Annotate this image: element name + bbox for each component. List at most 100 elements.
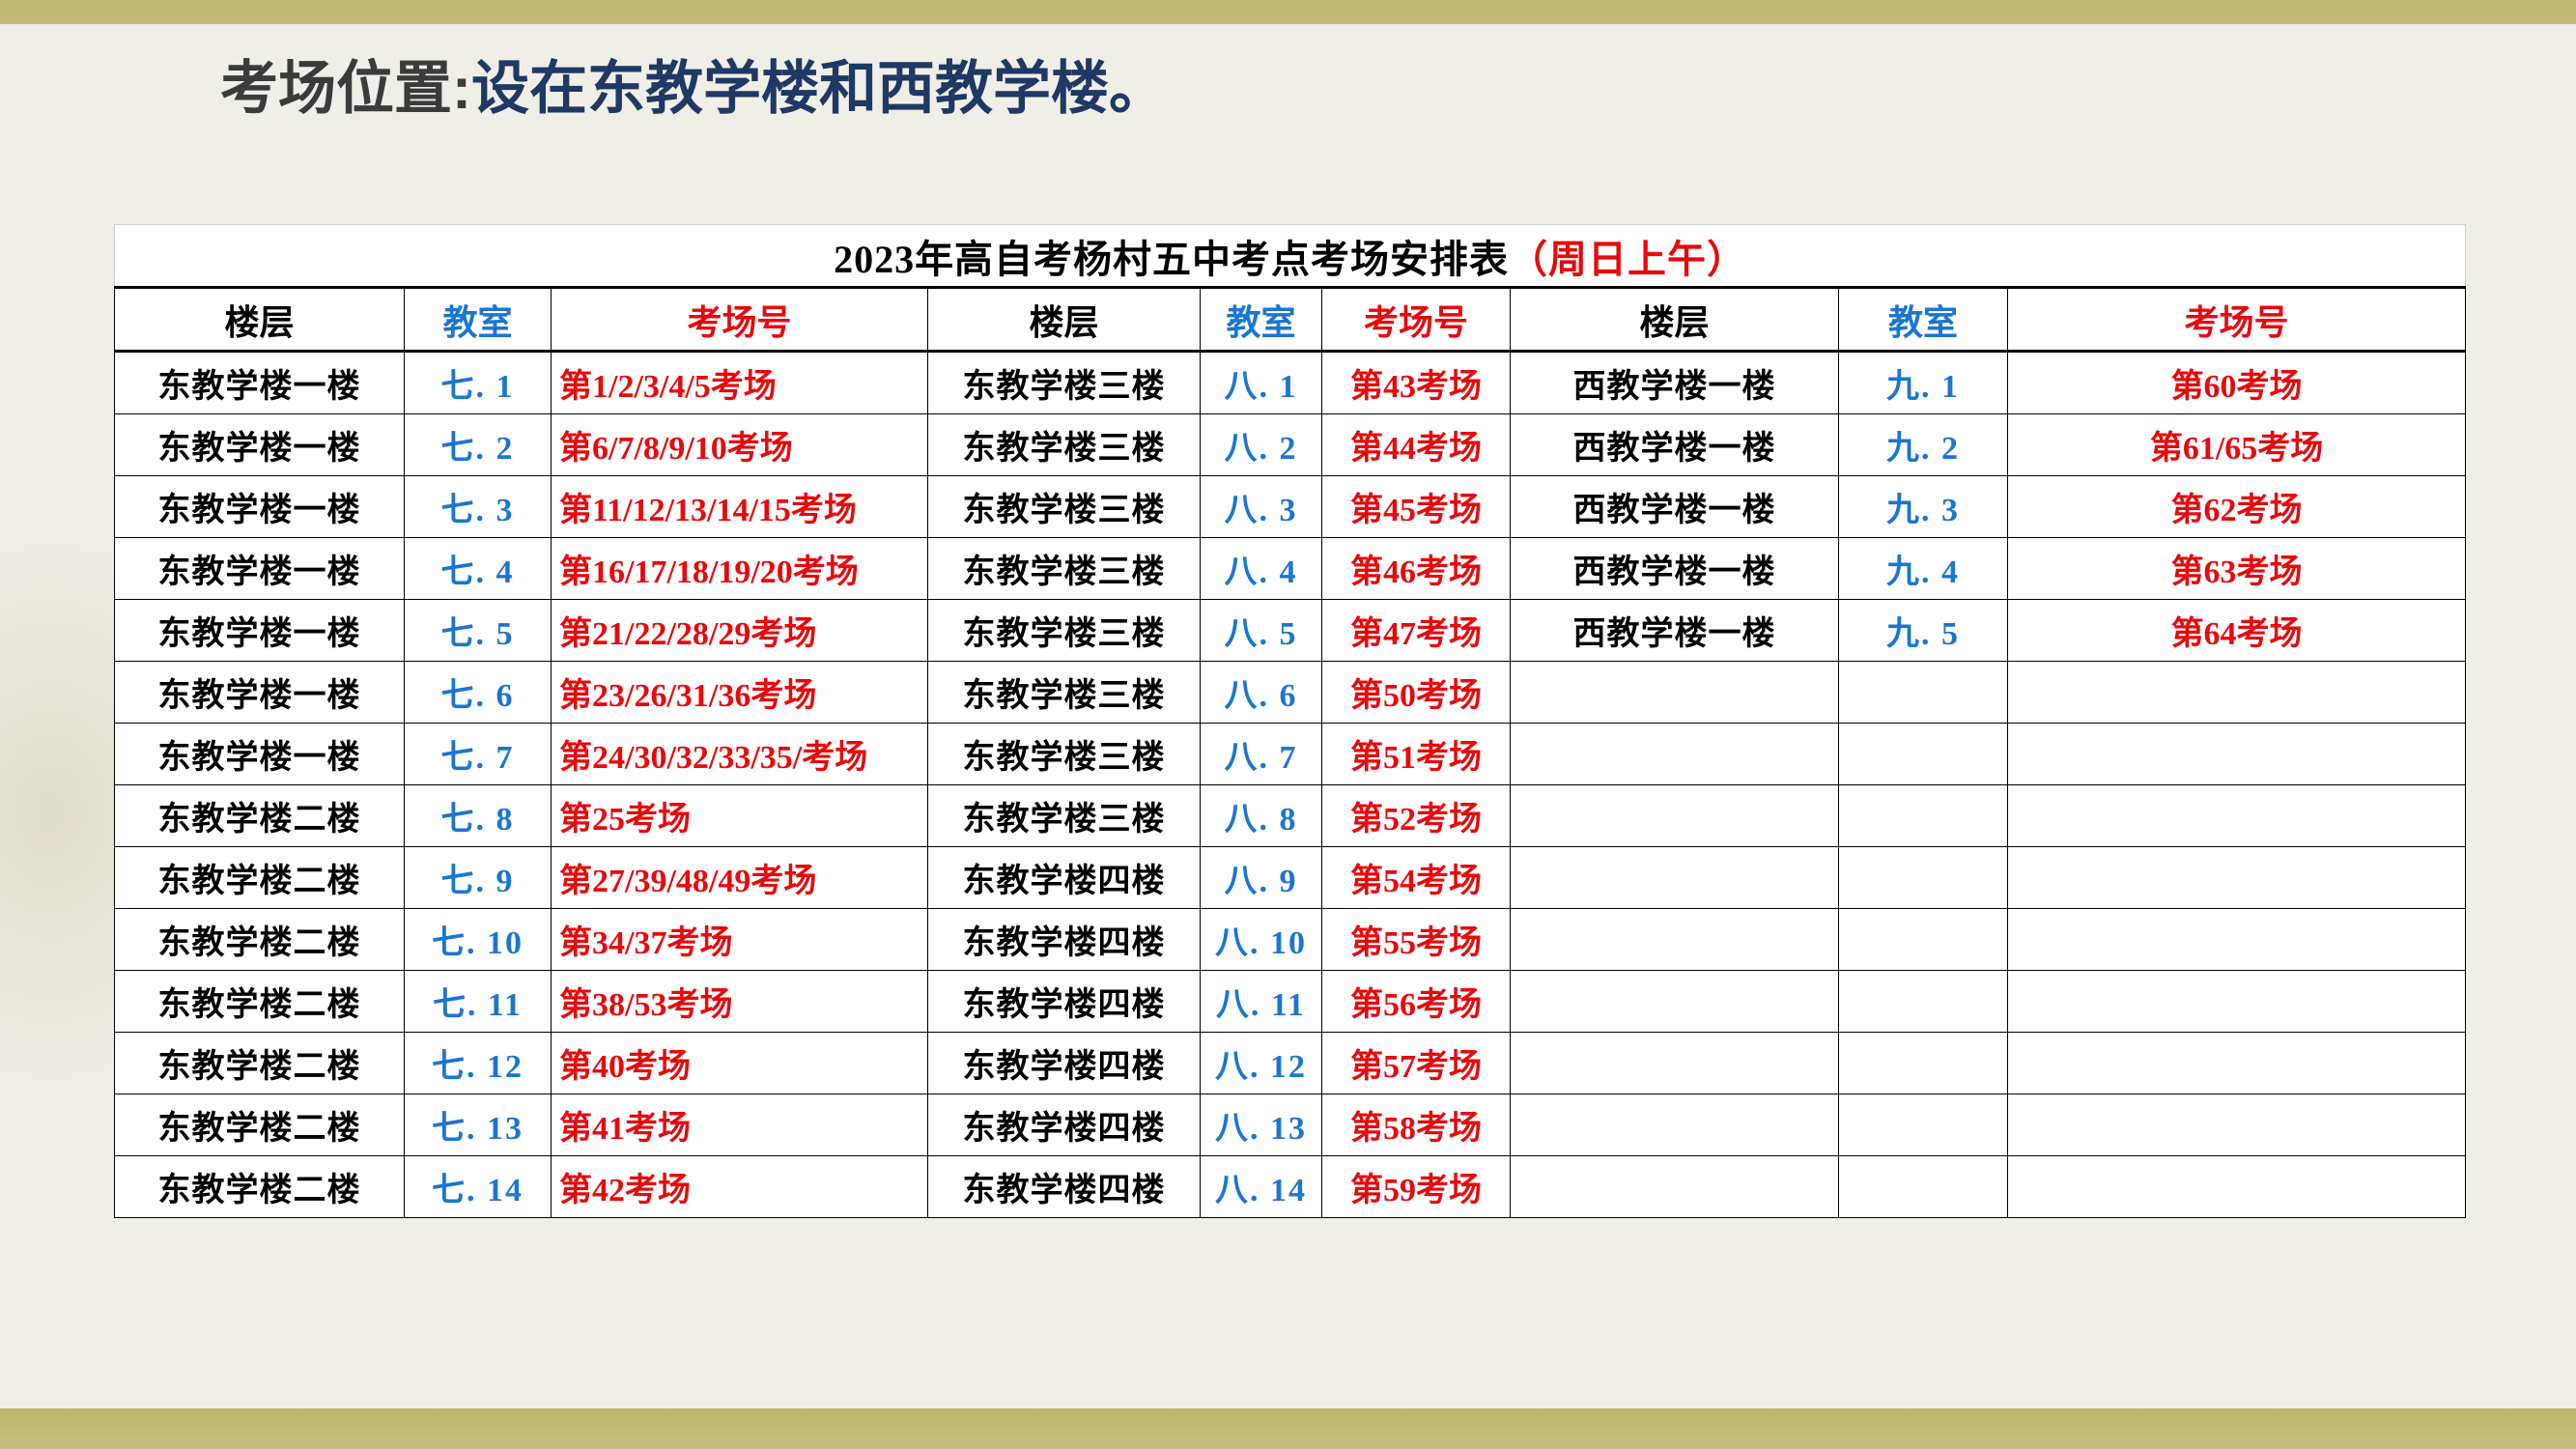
- table-row: 东教学楼二楼 七. 11 第38/53考场 东教学楼四楼 八. 11 第56考场: [114, 970, 2467, 1033]
- cell-floor-2: 东教学楼四楼: [927, 1032, 1201, 1094]
- cell-exam-1: 第23/26/31/36考场: [551, 661, 928, 724]
- cell-room-2: 八. 2: [1200, 413, 1322, 476]
- cell-floor-1: 东教学楼二楼: [114, 846, 405, 909]
- slide-bottom-bar: [0, 1408, 2576, 1449]
- cell-room-2: 八. 11: [1200, 970, 1322, 1033]
- table-title-row: 2023年高自考杨村五中考点考场安排表（周日上午）: [113, 224, 2467, 288]
- cell-room-2: 八. 10: [1200, 908, 1322, 971]
- header-exam-2: 考场号: [1321, 286, 1511, 353]
- cell-room-2: 八. 6: [1200, 661, 1322, 724]
- cell-exam-2: 第52考场: [1321, 784, 1511, 847]
- cell-floor-2: 东教学楼四楼: [927, 908, 1201, 971]
- table-row: 东教学楼一楼 七. 4 第16/17/18/19/20考场 东教学楼三楼 八. 4 第46…: [114, 537, 2467, 600]
- cell-floor-2: 东教学楼三楼: [927, 413, 1201, 476]
- cell-floor-1: 东教学楼一楼: [114, 475, 405, 538]
- cell-exam-3: 第62考场: [2006, 475, 2467, 538]
- cell-exam-3: 第61/65考场: [2006, 413, 2467, 476]
- cell-empty: [1838, 846, 2008, 909]
- cell-room-2: 八. 9: [1200, 846, 1322, 909]
- page-title: 考场位置:设在东教学楼和西教学楼。: [220, 60, 1167, 118]
- cell-room-2: 八. 5: [1200, 599, 1322, 662]
- cell-exam-2: 第56考场: [1321, 970, 1511, 1033]
- cell-empty: [2006, 784, 2467, 847]
- cell-exam-2: 第54考场: [1321, 846, 1511, 909]
- cell-floor-3: 西教学楼一楼: [1510, 413, 1839, 476]
- cell-room-2: 八. 13: [1200, 1094, 1322, 1156]
- cell-floor-2: 东教学楼三楼: [927, 537, 1201, 600]
- header-floor-2: 楼层: [927, 286, 1201, 353]
- cell-floor-1: 东教学楼一楼: [114, 537, 405, 600]
- table-header-row: 楼层 教室 考场号 楼层 教室 考场号 楼层 教室 考场号: [114, 286, 2467, 353]
- cell-room-2: 八. 14: [1200, 1155, 1322, 1218]
- cell-floor-2: 东教学楼三楼: [927, 475, 1201, 538]
- cell-room-1: 七. 10: [404, 908, 552, 971]
- cell-exam-2: 第51考场: [1321, 723, 1511, 785]
- cell-room-1: 七. 2: [404, 413, 552, 476]
- cell-room-1: 七. 4: [404, 537, 552, 600]
- cell-empty: [1838, 970, 2008, 1033]
- cell-floor-1: 东教学楼二楼: [114, 1094, 405, 1156]
- cell-exam-3: 第63考场: [2006, 537, 2467, 600]
- cell-floor-1: 东教学楼一楼: [114, 413, 405, 476]
- cell-room-1: 七. 7: [404, 723, 552, 785]
- table-row: 东教学楼二楼 七. 9 第27/39/48/49考场 东教学楼四楼 八. 9 第54考场: [114, 846, 2467, 909]
- cell-floor-1: 东教学楼一楼: [114, 723, 405, 785]
- cell-room-2: 八. 12: [1200, 1032, 1322, 1094]
- table-row: 东教学楼一楼 七. 2 第6/7/8/9/10考场 东教学楼三楼 八. 2 第44考场 西教…: [114, 413, 2467, 476]
- cell-floor-2: 东教学楼三楼: [927, 351, 1201, 414]
- cell-empty: [1510, 661, 1839, 724]
- cell-empty: [2006, 723, 2467, 785]
- page-title-body: 设在东教学楼和西教学楼。: [470, 56, 1167, 121]
- cell-room-1: 七. 8: [404, 784, 552, 847]
- table-row: 东教学楼二楼 七. 8 第25考场 东教学楼三楼 八. 8 第52考场: [114, 784, 2467, 847]
- cell-empty: [1510, 846, 1839, 909]
- cell-room-1: 七. 3: [404, 475, 552, 538]
- cell-empty: [1838, 1094, 2008, 1156]
- cell-room-1: 七. 11: [404, 970, 552, 1033]
- cell-room-2: 八. 8: [1200, 784, 1322, 847]
- cell-exam-1: 第21/22/28/29考场: [551, 599, 928, 662]
- table-row: 东教学楼一楼 七. 6 第23/26/31/36考场 东教学楼三楼 八. 6 第50考场: [114, 661, 2467, 724]
- table-title-suffix: （周日上午）: [1509, 237, 1747, 281]
- cell-room-1: 七. 1: [404, 351, 552, 414]
- cell-exam-2: 第46考场: [1321, 537, 1511, 600]
- cell-room-2: 八. 1: [1200, 351, 1322, 414]
- cell-exam-2: 第44考场: [1321, 413, 1511, 476]
- cell-empty: [1838, 908, 2008, 971]
- header-exam-3: 考场号: [2006, 286, 2467, 353]
- cell-floor-1: 东教学楼二楼: [114, 784, 405, 847]
- cell-floor-3: 西教学楼一楼: [1510, 475, 1839, 538]
- cell-exam-2: 第58考场: [1321, 1094, 1511, 1156]
- cell-empty: [1510, 970, 1839, 1033]
- cell-floor-1: 东教学楼二楼: [114, 970, 405, 1033]
- cell-exam-1: 第6/7/8/9/10考场: [551, 413, 928, 476]
- cell-empty: [1838, 661, 2008, 724]
- cell-exam-3: 第60考场: [2006, 351, 2467, 414]
- cell-empty: [1510, 1155, 1839, 1218]
- cell-empty: [1510, 908, 1839, 971]
- cell-empty: [1510, 1094, 1839, 1156]
- cell-empty: [2006, 970, 2467, 1033]
- cell-exam-2: 第57考场: [1321, 1032, 1511, 1094]
- cell-exam-1: 第40考场: [551, 1032, 928, 1094]
- header-room-3: 教室: [1838, 286, 2008, 353]
- header-floor-1: 楼层: [114, 286, 405, 353]
- cell-room-1: 七. 14: [404, 1155, 552, 1218]
- cell-floor-2: 东教学楼四楼: [927, 1155, 1201, 1218]
- cell-floor-3: 西教学楼一楼: [1510, 537, 1839, 600]
- cell-empty: [2006, 1094, 2467, 1156]
- cell-exam-1: 第1/2/3/4/5考场: [551, 351, 928, 414]
- cell-room-1: 七. 13: [404, 1094, 552, 1156]
- cell-floor-2: 东教学楼三楼: [927, 661, 1201, 724]
- cell-room-3: 九. 3: [1838, 475, 2008, 538]
- cell-floor-1: 东教学楼一楼: [114, 599, 405, 662]
- cell-empty: [1510, 1032, 1839, 1094]
- cell-exam-1: 第24/30/32/33/35/考场: [551, 723, 928, 785]
- cell-exam-2: 第45考场: [1321, 475, 1511, 538]
- cell-room-3: 九. 2: [1838, 413, 2008, 476]
- cell-floor-2: 东教学楼三楼: [927, 784, 1201, 847]
- cell-room-3: 九. 1: [1838, 351, 2008, 414]
- cell-room-3: 九. 5: [1838, 599, 2008, 662]
- cell-empty: [2006, 1032, 2467, 1094]
- cell-empty: [1838, 723, 2008, 785]
